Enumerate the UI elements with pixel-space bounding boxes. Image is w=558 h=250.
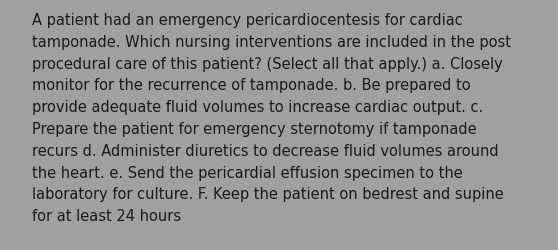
Text: tamponade. Which nursing interventions are included in the post: tamponade. Which nursing interventions a… [32, 35, 511, 50]
Text: A patient had an emergency pericardiocentesis for cardiac: A patient had an emergency pericardiocen… [32, 13, 463, 28]
Text: procedural care of this patient? (Select all that apply.) a. Closely: procedural care of this patient? (Select… [32, 56, 503, 71]
Text: recurs d. Administer diuretics to decrease fluid volumes around: recurs d. Administer diuretics to decrea… [32, 143, 499, 158]
Text: Prepare the patient for emergency sternotomy if tamponade: Prepare the patient for emergency sterno… [32, 122, 477, 136]
Text: provide adequate fluid volumes to increase cardiac output. c.: provide adequate fluid volumes to increa… [32, 100, 483, 115]
Text: for at least 24 hours: for at least 24 hours [32, 208, 181, 223]
Text: laboratory for culture. F. Keep the patient on bedrest and supine: laboratory for culture. F. Keep the pati… [32, 187, 504, 202]
Text: monitor for the recurrence of tamponade. b. Be prepared to: monitor for the recurrence of tamponade.… [32, 78, 470, 93]
Text: the heart. e. Send the pericardial effusion specimen to the: the heart. e. Send the pericardial effus… [32, 165, 463, 180]
